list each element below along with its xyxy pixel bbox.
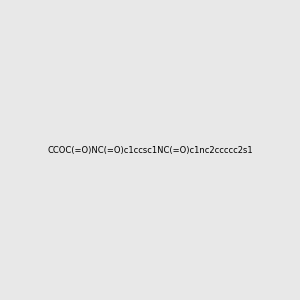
Text: CCOC(=O)NC(=O)c1ccsc1NC(=O)c1nc2ccccc2s1: CCOC(=O)NC(=O)c1ccsc1NC(=O)c1nc2ccccc2s1 <box>47 146 253 154</box>
